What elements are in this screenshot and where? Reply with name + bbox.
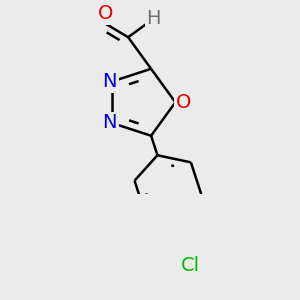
Text: O: O bbox=[98, 4, 113, 23]
Text: N: N bbox=[103, 72, 117, 91]
Text: H: H bbox=[146, 9, 161, 28]
Text: O: O bbox=[176, 93, 191, 112]
Text: N: N bbox=[103, 113, 117, 133]
Text: Cl: Cl bbox=[181, 256, 200, 275]
